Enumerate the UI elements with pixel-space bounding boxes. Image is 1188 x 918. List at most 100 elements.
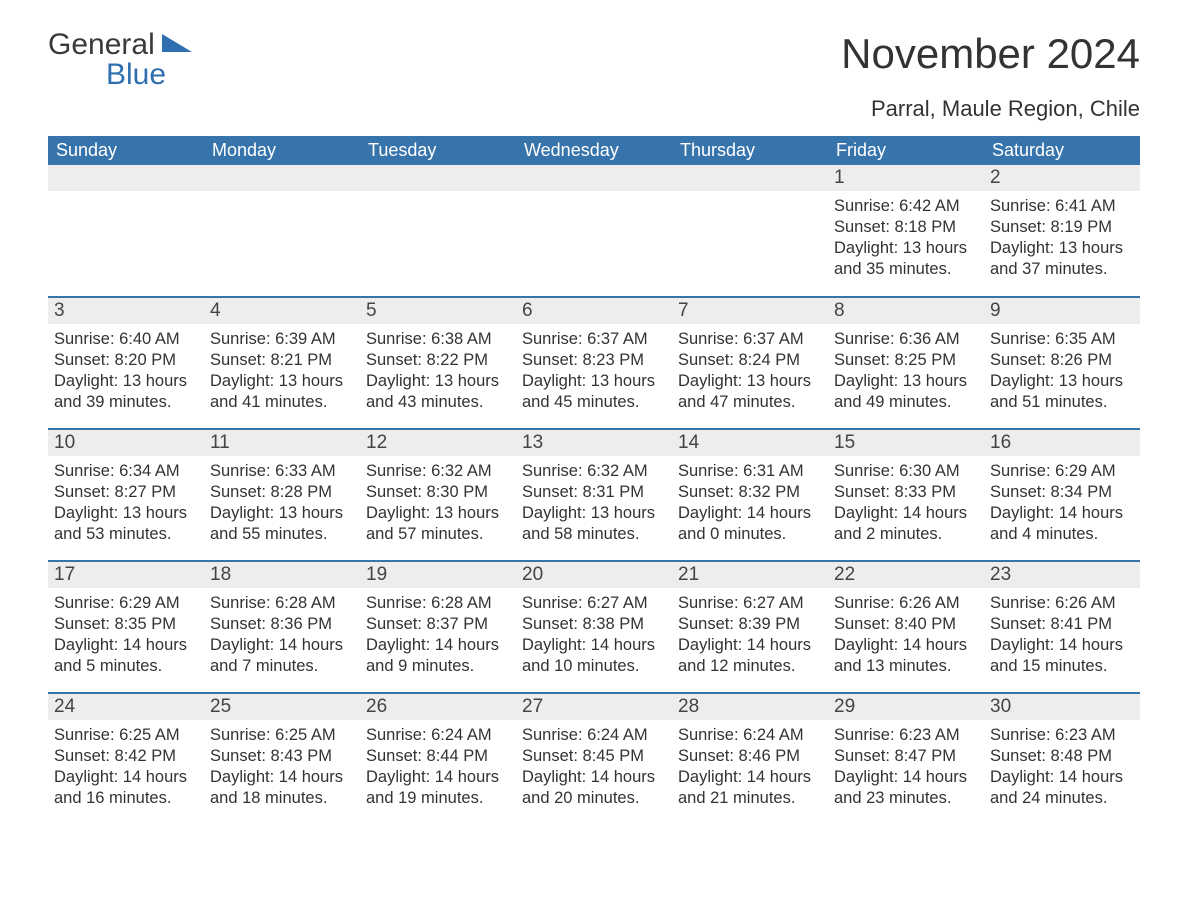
daylight-line: Daylight: 14 hours and 7 minutes. <box>210 635 354 677</box>
calendar-day-cell: 17Sunrise: 6:29 AMSunset: 8:35 PMDayligh… <box>48 561 204 693</box>
sunset-line: Sunset: 8:41 PM <box>990 614 1134 635</box>
daylight-line: Daylight: 13 hours and 45 minutes. <box>522 371 666 413</box>
daylight-line: Daylight: 14 hours and 16 minutes. <box>54 767 198 809</box>
calendar-day-cell: 23Sunrise: 6:26 AMSunset: 8:41 PMDayligh… <box>984 561 1140 693</box>
day-details: Sunrise: 6:29 AMSunset: 8:35 PMDaylight:… <box>48 588 204 681</box>
day-details: Sunrise: 6:26 AMSunset: 8:41 PMDaylight:… <box>984 588 1140 681</box>
daylight-line: Daylight: 14 hours and 21 minutes. <box>678 767 822 809</box>
day-number: 11 <box>204 430 360 456</box>
day-details: Sunrise: 6:35 AMSunset: 8:26 PMDaylight:… <box>984 324 1140 417</box>
calendar-day-cell: 22Sunrise: 6:26 AMSunset: 8:40 PMDayligh… <box>828 561 984 693</box>
sunrise-line: Sunrise: 6:31 AM <box>678 461 822 482</box>
day-details: Sunrise: 6:40 AMSunset: 8:20 PMDaylight:… <box>48 324 204 417</box>
day-number: 26 <box>360 694 516 720</box>
sunset-line: Sunset: 8:46 PM <box>678 746 822 767</box>
sunrise-line: Sunrise: 6:38 AM <box>366 329 510 350</box>
daylight-line: Daylight: 14 hours and 19 minutes. <box>366 767 510 809</box>
empty-day-strip <box>48 165 204 191</box>
day-number: 13 <box>516 430 672 456</box>
logo: General Blue <box>48 30 192 90</box>
calendar-day-cell: 24Sunrise: 6:25 AMSunset: 8:42 PMDayligh… <box>48 693 204 825</box>
day-number: 21 <box>672 562 828 588</box>
sunrise-line: Sunrise: 6:32 AM <box>522 461 666 482</box>
day-number: 5 <box>360 298 516 324</box>
day-details: Sunrise: 6:33 AMSunset: 8:28 PMDaylight:… <box>204 456 360 549</box>
day-details: Sunrise: 6:38 AMSunset: 8:22 PMDaylight:… <box>360 324 516 417</box>
sunrise-line: Sunrise: 6:26 AM <box>834 593 978 614</box>
calendar-week-row: 24Sunrise: 6:25 AMSunset: 8:42 PMDayligh… <box>48 693 1140 825</box>
daylight-line: Daylight: 13 hours and 35 minutes. <box>834 238 978 280</box>
sunrise-line: Sunrise: 6:28 AM <box>210 593 354 614</box>
sunset-line: Sunset: 8:44 PM <box>366 746 510 767</box>
day-details: Sunrise: 6:34 AMSunset: 8:27 PMDaylight:… <box>48 456 204 549</box>
sunrise-line: Sunrise: 6:23 AM <box>834 725 978 746</box>
sunset-line: Sunset: 8:23 PM <box>522 350 666 371</box>
day-details: Sunrise: 6:26 AMSunset: 8:40 PMDaylight:… <box>828 588 984 681</box>
day-details: Sunrise: 6:24 AMSunset: 8:45 PMDaylight:… <box>516 720 672 813</box>
daylight-line: Daylight: 13 hours and 51 minutes. <box>990 371 1134 413</box>
sunrise-line: Sunrise: 6:23 AM <box>990 725 1134 746</box>
sunrise-line: Sunrise: 6:37 AM <box>522 329 666 350</box>
sunrise-line: Sunrise: 6:35 AM <box>990 329 1134 350</box>
day-details: Sunrise: 6:29 AMSunset: 8:34 PMDaylight:… <box>984 456 1140 549</box>
daylight-line: Daylight: 13 hours and 41 minutes. <box>210 371 354 413</box>
sunset-line: Sunset: 8:39 PM <box>678 614 822 635</box>
weekday-header: Monday <box>204 136 360 165</box>
sunrise-line: Sunrise: 6:39 AM <box>210 329 354 350</box>
sunset-line: Sunset: 8:48 PM <box>990 746 1134 767</box>
sunrise-line: Sunrise: 6:36 AM <box>834 329 978 350</box>
daylight-line: Daylight: 13 hours and 47 minutes. <box>678 371 822 413</box>
sunset-line: Sunset: 8:35 PM <box>54 614 198 635</box>
daylight-line: Daylight: 14 hours and 20 minutes. <box>522 767 666 809</box>
day-details: Sunrise: 6:36 AMSunset: 8:25 PMDaylight:… <box>828 324 984 417</box>
day-number: 28 <box>672 694 828 720</box>
day-number: 30 <box>984 694 1140 720</box>
sunset-line: Sunset: 8:21 PM <box>210 350 354 371</box>
calendar-day-cell: 5Sunrise: 6:38 AMSunset: 8:22 PMDaylight… <box>360 297 516 429</box>
sunset-line: Sunset: 8:32 PM <box>678 482 822 503</box>
daylight-line: Daylight: 13 hours and 53 minutes. <box>54 503 198 545</box>
calendar-day-cell: 3Sunrise: 6:40 AMSunset: 8:20 PMDaylight… <box>48 297 204 429</box>
daylight-line: Daylight: 13 hours and 49 minutes. <box>834 371 978 413</box>
calendar-empty-cell <box>672 165 828 297</box>
empty-day-strip <box>672 165 828 191</box>
sunrise-line: Sunrise: 6:24 AM <box>522 725 666 746</box>
weekday-header: Saturday <box>984 136 1140 165</box>
calendar-day-cell: 19Sunrise: 6:28 AMSunset: 8:37 PMDayligh… <box>360 561 516 693</box>
day-details: Sunrise: 6:37 AMSunset: 8:23 PMDaylight:… <box>516 324 672 417</box>
sunset-line: Sunset: 8:31 PM <box>522 482 666 503</box>
calendar-week-row: 1Sunrise: 6:42 AMSunset: 8:18 PMDaylight… <box>48 165 1140 297</box>
empty-day-strip <box>516 165 672 191</box>
calendar-day-cell: 9Sunrise: 6:35 AMSunset: 8:26 PMDaylight… <box>984 297 1140 429</box>
logo-word-blue: Blue <box>106 60 192 90</box>
day-details: Sunrise: 6:39 AMSunset: 8:21 PMDaylight:… <box>204 324 360 417</box>
day-details: Sunrise: 6:27 AMSunset: 8:38 PMDaylight:… <box>516 588 672 681</box>
day-number: 12 <box>360 430 516 456</box>
day-details: Sunrise: 6:32 AMSunset: 8:30 PMDaylight:… <box>360 456 516 549</box>
day-number: 23 <box>984 562 1140 588</box>
calendar-day-cell: 12Sunrise: 6:32 AMSunset: 8:30 PMDayligh… <box>360 429 516 561</box>
day-details: Sunrise: 6:41 AMSunset: 8:19 PMDaylight:… <box>984 191 1140 284</box>
daylight-line: Daylight: 13 hours and 57 minutes. <box>366 503 510 545</box>
day-number: 4 <box>204 298 360 324</box>
logo-triangle-icon <box>162 34 192 59</box>
weekday-header-row: SundayMondayTuesdayWednesdayThursdayFrid… <box>48 136 1140 165</box>
calendar-day-cell: 26Sunrise: 6:24 AMSunset: 8:44 PMDayligh… <box>360 693 516 825</box>
sunset-line: Sunset: 8:42 PM <box>54 746 198 767</box>
sunset-line: Sunset: 8:37 PM <box>366 614 510 635</box>
sunset-line: Sunset: 8:28 PM <box>210 482 354 503</box>
calendar-day-cell: 21Sunrise: 6:27 AMSunset: 8:39 PMDayligh… <box>672 561 828 693</box>
month-title: November 2024 <box>841 30 1140 78</box>
calendar-day-cell: 10Sunrise: 6:34 AMSunset: 8:27 PMDayligh… <box>48 429 204 561</box>
empty-day-strip <box>204 165 360 191</box>
sunrise-line: Sunrise: 6:24 AM <box>678 725 822 746</box>
daylight-line: Daylight: 13 hours and 43 minutes. <box>366 371 510 413</box>
day-number: 27 <box>516 694 672 720</box>
day-number: 8 <box>828 298 984 324</box>
calendar-day-cell: 4Sunrise: 6:39 AMSunset: 8:21 PMDaylight… <box>204 297 360 429</box>
day-details: Sunrise: 6:24 AMSunset: 8:44 PMDaylight:… <box>360 720 516 813</box>
sunrise-line: Sunrise: 6:27 AM <box>522 593 666 614</box>
calendar-day-cell: 25Sunrise: 6:25 AMSunset: 8:43 PMDayligh… <box>204 693 360 825</box>
calendar-day-cell: 13Sunrise: 6:32 AMSunset: 8:31 PMDayligh… <box>516 429 672 561</box>
day-number: 2 <box>984 165 1140 191</box>
